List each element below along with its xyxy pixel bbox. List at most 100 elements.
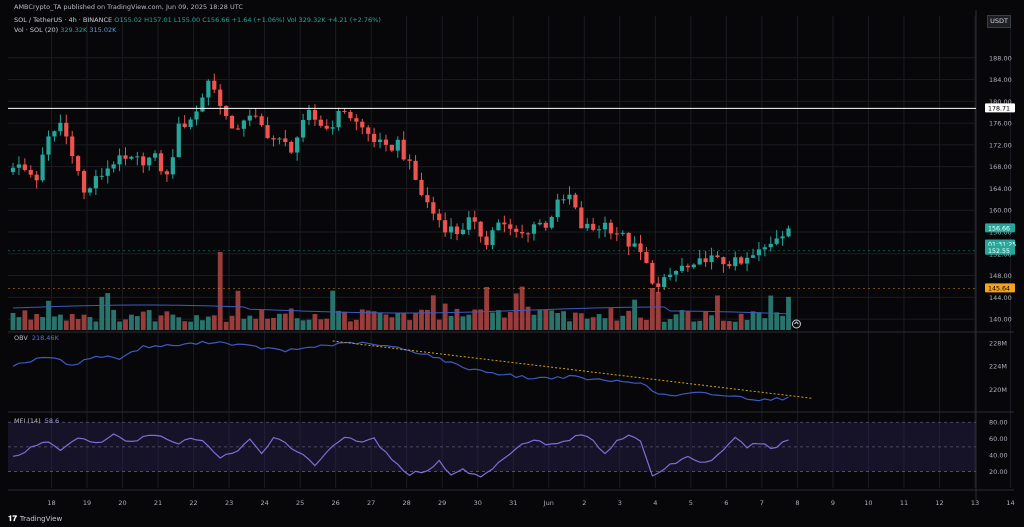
volume-bar xyxy=(170,314,176,330)
volume-bar xyxy=(472,309,478,330)
volume-bar xyxy=(211,315,217,330)
obv-header[interactable]: OBV 218.46K xyxy=(14,334,59,342)
candle xyxy=(739,255,744,265)
candle xyxy=(632,236,637,248)
candle-body xyxy=(383,139,389,145)
volume-bar xyxy=(555,312,561,330)
candle-body xyxy=(549,217,554,228)
candle xyxy=(360,118,365,135)
volume-bar xyxy=(129,314,134,330)
candle-body xyxy=(81,171,87,193)
candle-body xyxy=(531,224,537,234)
time-tick-label: 6 xyxy=(724,499,728,507)
volume-bar xyxy=(22,310,28,330)
volume-bar xyxy=(277,313,282,330)
candle-body xyxy=(703,258,708,263)
candle-body xyxy=(289,142,294,153)
candle-body xyxy=(555,199,560,218)
candle-body xyxy=(739,257,744,264)
price-tick-label: 172.00 xyxy=(989,141,1012,149)
candle-body xyxy=(324,125,329,129)
candle-body xyxy=(265,125,270,139)
price-tick-label: 140.00 xyxy=(989,316,1012,324)
candle-body xyxy=(235,128,241,130)
candle-body xyxy=(295,137,300,153)
candle-body xyxy=(141,156,146,166)
candle-body xyxy=(182,123,187,127)
candle xyxy=(99,167,104,181)
candle-body xyxy=(395,139,400,151)
time-tick-label: Jun xyxy=(543,499,554,507)
candle xyxy=(490,227,495,250)
candle-body xyxy=(229,115,235,129)
candle xyxy=(218,84,223,115)
candle-body xyxy=(413,160,418,180)
candle-body xyxy=(46,136,51,155)
volume-bar xyxy=(306,319,312,330)
candle-body xyxy=(135,156,140,158)
candle xyxy=(372,127,377,148)
price-tick-label: 184.00 xyxy=(989,76,1012,84)
volume-bar xyxy=(484,286,489,330)
candle xyxy=(744,252,750,272)
volume-bar xyxy=(342,311,347,330)
volume-bar xyxy=(117,321,122,330)
candle-body xyxy=(377,139,383,143)
volume-bar xyxy=(549,310,555,330)
candle-body xyxy=(727,264,732,267)
candle xyxy=(520,224,525,239)
replay-icon xyxy=(791,319,801,329)
price-label-text: 178.71 xyxy=(988,105,1010,112)
candle-body xyxy=(514,228,519,232)
volume-bar xyxy=(152,321,158,330)
volume-bar xyxy=(425,309,430,330)
candle xyxy=(508,218,513,236)
volume-bar xyxy=(602,318,608,330)
candle-body xyxy=(443,220,448,233)
candle-body xyxy=(484,236,489,246)
candle xyxy=(81,169,87,200)
candle xyxy=(484,231,489,250)
volume-bar xyxy=(519,286,525,330)
volume-bar xyxy=(632,299,637,330)
candle-body xyxy=(401,139,406,160)
candle xyxy=(147,156,152,171)
price-tick-label: 148.00 xyxy=(989,272,1012,280)
tradingview-brand[interactable]: 𝟏𝟕 TradingView xyxy=(8,514,62,524)
volume-bar xyxy=(726,321,732,330)
volume-bar xyxy=(93,321,99,330)
volume-bar xyxy=(146,310,152,330)
candle xyxy=(650,260,655,285)
candle xyxy=(786,225,791,238)
volume-bar xyxy=(46,300,51,330)
candle-body xyxy=(58,122,63,132)
candle xyxy=(496,219,501,231)
volume-a: 329.32K xyxy=(60,26,88,34)
candle xyxy=(10,162,16,175)
candle-body xyxy=(502,222,507,225)
candle-body xyxy=(620,232,625,234)
candle xyxy=(70,130,75,164)
candle xyxy=(768,236,773,252)
candle xyxy=(573,192,578,210)
candle xyxy=(691,263,696,270)
mfi-header[interactable]: MFI (14) 58.6 xyxy=(14,417,59,425)
candle-body xyxy=(437,213,442,221)
volume-label[interactable]: Vol · SOL (20) xyxy=(14,26,59,34)
candle xyxy=(591,217,596,232)
volume-bar xyxy=(513,293,519,330)
candle xyxy=(229,114,235,129)
symbol-label[interactable]: SOL / TetherUS · 4h · BINANCE xyxy=(14,16,113,24)
candle-body xyxy=(762,247,767,250)
volume-bar xyxy=(673,314,679,330)
volume-bar xyxy=(507,312,513,330)
candle xyxy=(247,109,252,127)
candle-body xyxy=(16,164,22,168)
currency-button[interactable]: USDT xyxy=(987,15,1011,28)
candle xyxy=(259,113,264,128)
candle-body xyxy=(253,115,258,117)
volume-bar xyxy=(715,295,720,330)
candle xyxy=(733,251,738,271)
volume-bar xyxy=(573,312,578,330)
